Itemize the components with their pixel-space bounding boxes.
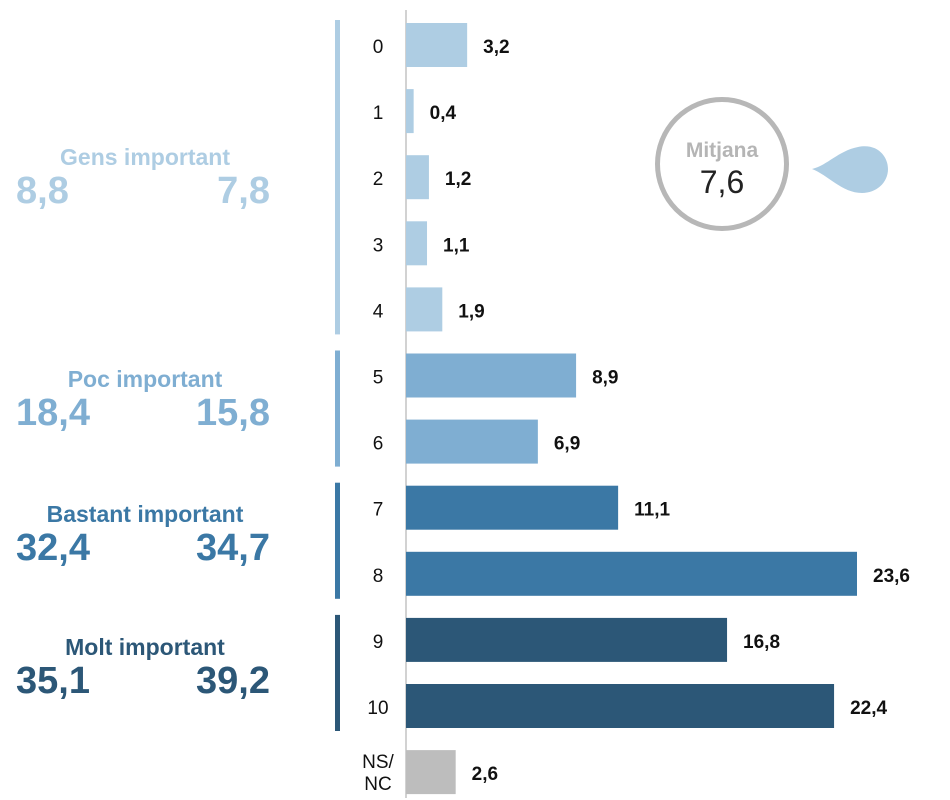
value-label: 23,6 bbox=[873, 566, 910, 587]
category-label: 3 bbox=[373, 235, 384, 256]
value-label: 1,9 bbox=[458, 301, 484, 322]
group-label: Molt important bbox=[65, 634, 225, 660]
value-label: 1,2 bbox=[445, 169, 471, 190]
group-value-b: 34,7 bbox=[196, 527, 270, 569]
value-label: 1,1 bbox=[443, 235, 470, 256]
value-label: 8,9 bbox=[592, 368, 618, 389]
group-poc-important: Poc important 18,4 15,8 bbox=[0, 366, 290, 434]
mean-badge: Mitjana 7,6 bbox=[655, 97, 789, 231]
value-label: 6,9 bbox=[554, 434, 580, 455]
mean-value: 7,6 bbox=[699, 164, 745, 200]
category-label: 9 bbox=[373, 632, 384, 653]
mean-label: Mitjana bbox=[685, 139, 759, 162]
value-label: 22,4 bbox=[850, 698, 887, 719]
value-label: 3,2 bbox=[483, 37, 509, 58]
bar bbox=[406, 89, 414, 134]
group-value-b: 39,2 bbox=[196, 660, 270, 702]
group-gens-important: Gens important 8,8 7,8 bbox=[0, 144, 290, 212]
category-label: 5 bbox=[373, 368, 384, 389]
bar bbox=[406, 551, 857, 596]
category-label: NS/NC bbox=[362, 752, 394, 795]
group-bracket bbox=[335, 614, 340, 731]
group-values: 35,1 39,2 bbox=[0, 660, 290, 702]
group-bracket bbox=[335, 350, 340, 467]
group-bracket bbox=[335, 482, 340, 599]
category-label: 10 bbox=[367, 698, 388, 719]
group-value-b: 15,8 bbox=[196, 392, 270, 434]
group-values: 32,4 34,7 bbox=[0, 527, 290, 569]
group-value-a: 35,1 bbox=[16, 660, 90, 702]
category-label: 0 bbox=[373, 37, 384, 58]
group-value-a: 32,4 bbox=[16, 527, 90, 569]
group-molt-important: Molt important 35,1 39,2 bbox=[0, 634, 290, 702]
group-label: Poc important bbox=[67, 366, 223, 392]
bar bbox=[406, 287, 443, 332]
group-label: Bastant important bbox=[46, 501, 244, 527]
bar bbox=[406, 750, 456, 795]
group-value-a: 8,8 bbox=[16, 170, 69, 212]
bar bbox=[406, 155, 429, 200]
category-label: 7 bbox=[373, 500, 384, 521]
value-label: 0,4 bbox=[430, 103, 457, 124]
value-label: 11,1 bbox=[634, 500, 670, 521]
bar bbox=[406, 617, 728, 662]
category-label: 2 bbox=[373, 169, 384, 190]
group-value-a: 18,4 bbox=[16, 392, 90, 434]
group-bastant-important: Bastant important 32,4 34,7 bbox=[0, 501, 290, 569]
group-values: 8,8 7,8 bbox=[0, 170, 290, 212]
group-label: Gens important bbox=[60, 144, 230, 170]
bar bbox=[406, 221, 428, 266]
category-label: 8 bbox=[373, 566, 384, 587]
drop-icon bbox=[812, 146, 888, 193]
bar bbox=[406, 353, 577, 398]
bar bbox=[406, 684, 835, 728]
value-label: 2,6 bbox=[472, 764, 498, 785]
category-label: 1 bbox=[373, 103, 384, 124]
group-value-b: 7,8 bbox=[217, 170, 270, 212]
group-bracket bbox=[335, 20, 340, 335]
value-label: 16,8 bbox=[743, 632, 780, 653]
bar bbox=[406, 485, 619, 530]
category-label: 6 bbox=[373, 434, 384, 455]
category-label: 4 bbox=[373, 301, 384, 322]
bar bbox=[406, 23, 468, 67]
group-values: 18,4 15,8 bbox=[0, 392, 290, 434]
bar bbox=[406, 419, 538, 464]
